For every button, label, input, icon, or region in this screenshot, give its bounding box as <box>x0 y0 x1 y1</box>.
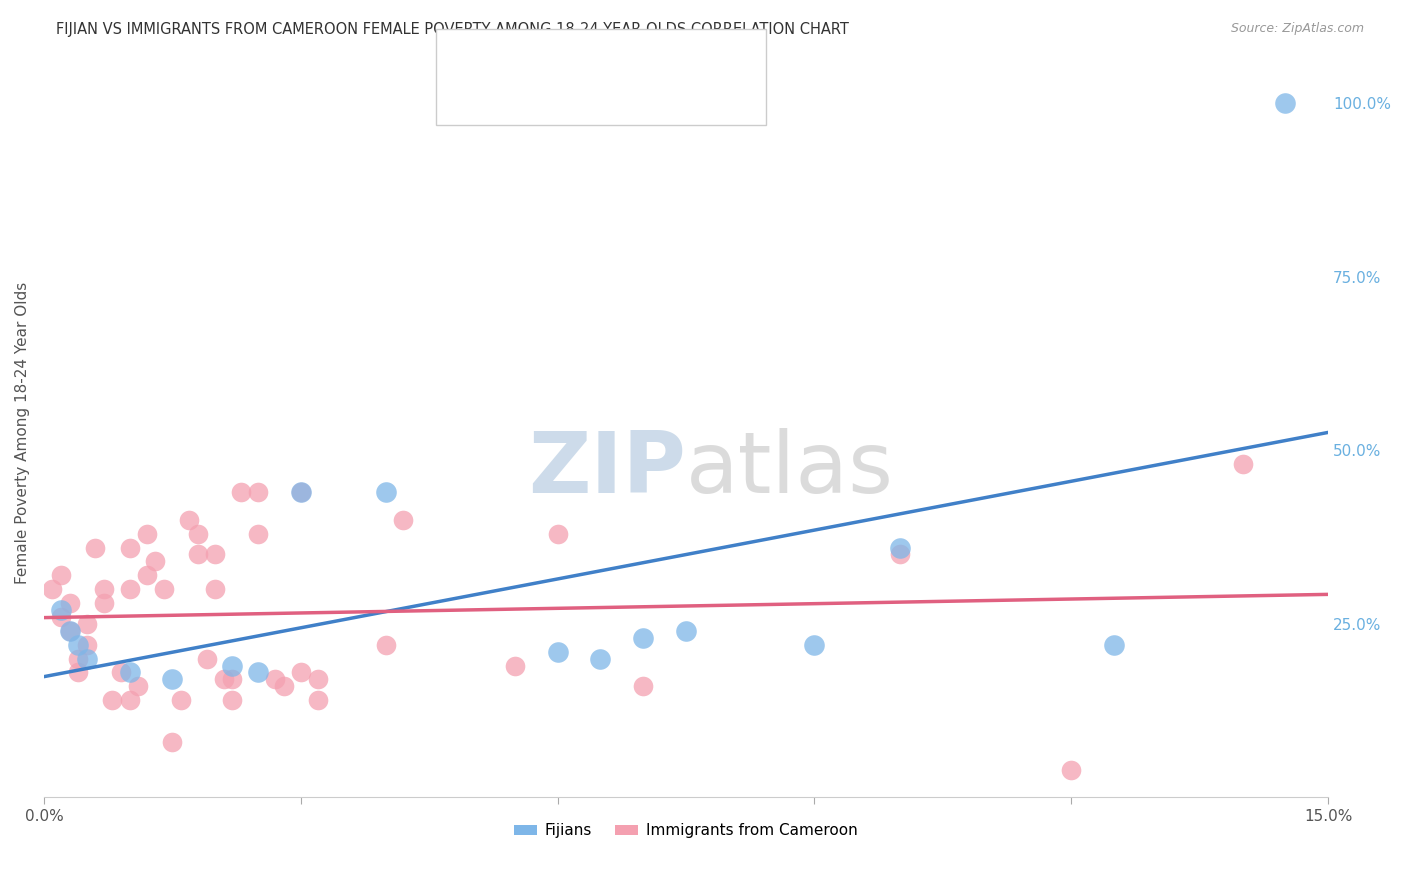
Point <box>264 673 287 687</box>
Point <box>49 568 72 582</box>
Point <box>170 693 193 707</box>
Point <box>143 554 166 568</box>
Text: Source: ZipAtlas.com: Source: ZipAtlas.com <box>1230 22 1364 36</box>
Point <box>101 693 124 707</box>
Point <box>58 624 80 638</box>
Point <box>76 638 98 652</box>
Point <box>76 651 98 665</box>
Legend: Fijians, Immigrants from Cameroon: Fijians, Immigrants from Cameroon <box>509 817 863 845</box>
Point <box>41 582 63 597</box>
Text: 50: 50 <box>593 75 619 94</box>
Text: 0.251: 0.251 <box>515 75 562 94</box>
Text: FIJIAN VS IMMIGRANTS FROM CAMEROON FEMALE POVERTY AMONG 18-24 YEAR OLDS CORRELAT: FIJIAN VS IMMIGRANTS FROM CAMEROON FEMAL… <box>56 22 849 37</box>
Point <box>67 638 90 652</box>
Text: 0.477: 0.477 <box>515 37 562 56</box>
Text: R =: R = <box>479 37 510 56</box>
Text: ZIP: ZIP <box>529 428 686 511</box>
Point <box>290 485 312 500</box>
Point <box>246 485 269 500</box>
Point <box>204 548 226 562</box>
Point <box>118 541 141 555</box>
Point <box>221 673 243 687</box>
Point <box>93 596 115 610</box>
Point <box>307 673 329 687</box>
Point <box>246 526 269 541</box>
Point <box>221 693 243 707</box>
Point <box>889 541 911 555</box>
Point <box>547 645 569 659</box>
Point <box>1102 638 1125 652</box>
Point <box>84 541 107 555</box>
Point <box>290 665 312 680</box>
Point <box>221 658 243 673</box>
Point <box>179 513 201 527</box>
Point <box>273 679 295 693</box>
Point <box>67 651 90 665</box>
Text: N =: N = <box>562 37 593 56</box>
Text: R =: R = <box>479 75 510 94</box>
Point <box>803 638 825 652</box>
Point <box>152 582 174 597</box>
Point <box>307 693 329 707</box>
Text: N =: N = <box>562 75 593 94</box>
Point <box>1060 763 1083 777</box>
Point <box>246 665 269 680</box>
Point <box>547 526 569 541</box>
Point <box>135 568 157 582</box>
Point <box>187 526 209 541</box>
Point <box>76 616 98 631</box>
Point <box>675 624 697 638</box>
Point <box>93 582 115 597</box>
Point <box>118 582 141 597</box>
Point <box>1232 457 1254 471</box>
Point <box>375 485 398 500</box>
Point <box>118 665 141 680</box>
Point <box>118 693 141 707</box>
Point <box>49 610 72 624</box>
Point <box>58 596 80 610</box>
Point <box>195 651 218 665</box>
Point <box>58 624 80 638</box>
Y-axis label: Female Poverty Among 18-24 Year Olds: Female Poverty Among 18-24 Year Olds <box>15 282 30 584</box>
Text: atlas: atlas <box>686 428 894 511</box>
Point <box>589 651 612 665</box>
Text: 18: 18 <box>593 37 619 56</box>
Point <box>375 638 398 652</box>
Point <box>503 658 526 673</box>
Point <box>162 673 184 687</box>
Point <box>127 679 149 693</box>
Point <box>110 665 132 680</box>
Point <box>204 582 226 597</box>
Point <box>67 665 90 680</box>
Point <box>631 631 654 645</box>
Point <box>392 513 415 527</box>
Point <box>212 673 235 687</box>
Point <box>229 485 252 500</box>
Point <box>1274 96 1296 111</box>
Point <box>49 603 72 617</box>
Point <box>135 526 157 541</box>
Point <box>631 679 654 693</box>
Point <box>290 485 312 500</box>
Point <box>187 548 209 562</box>
Point <box>162 735 184 749</box>
Point <box>889 548 911 562</box>
